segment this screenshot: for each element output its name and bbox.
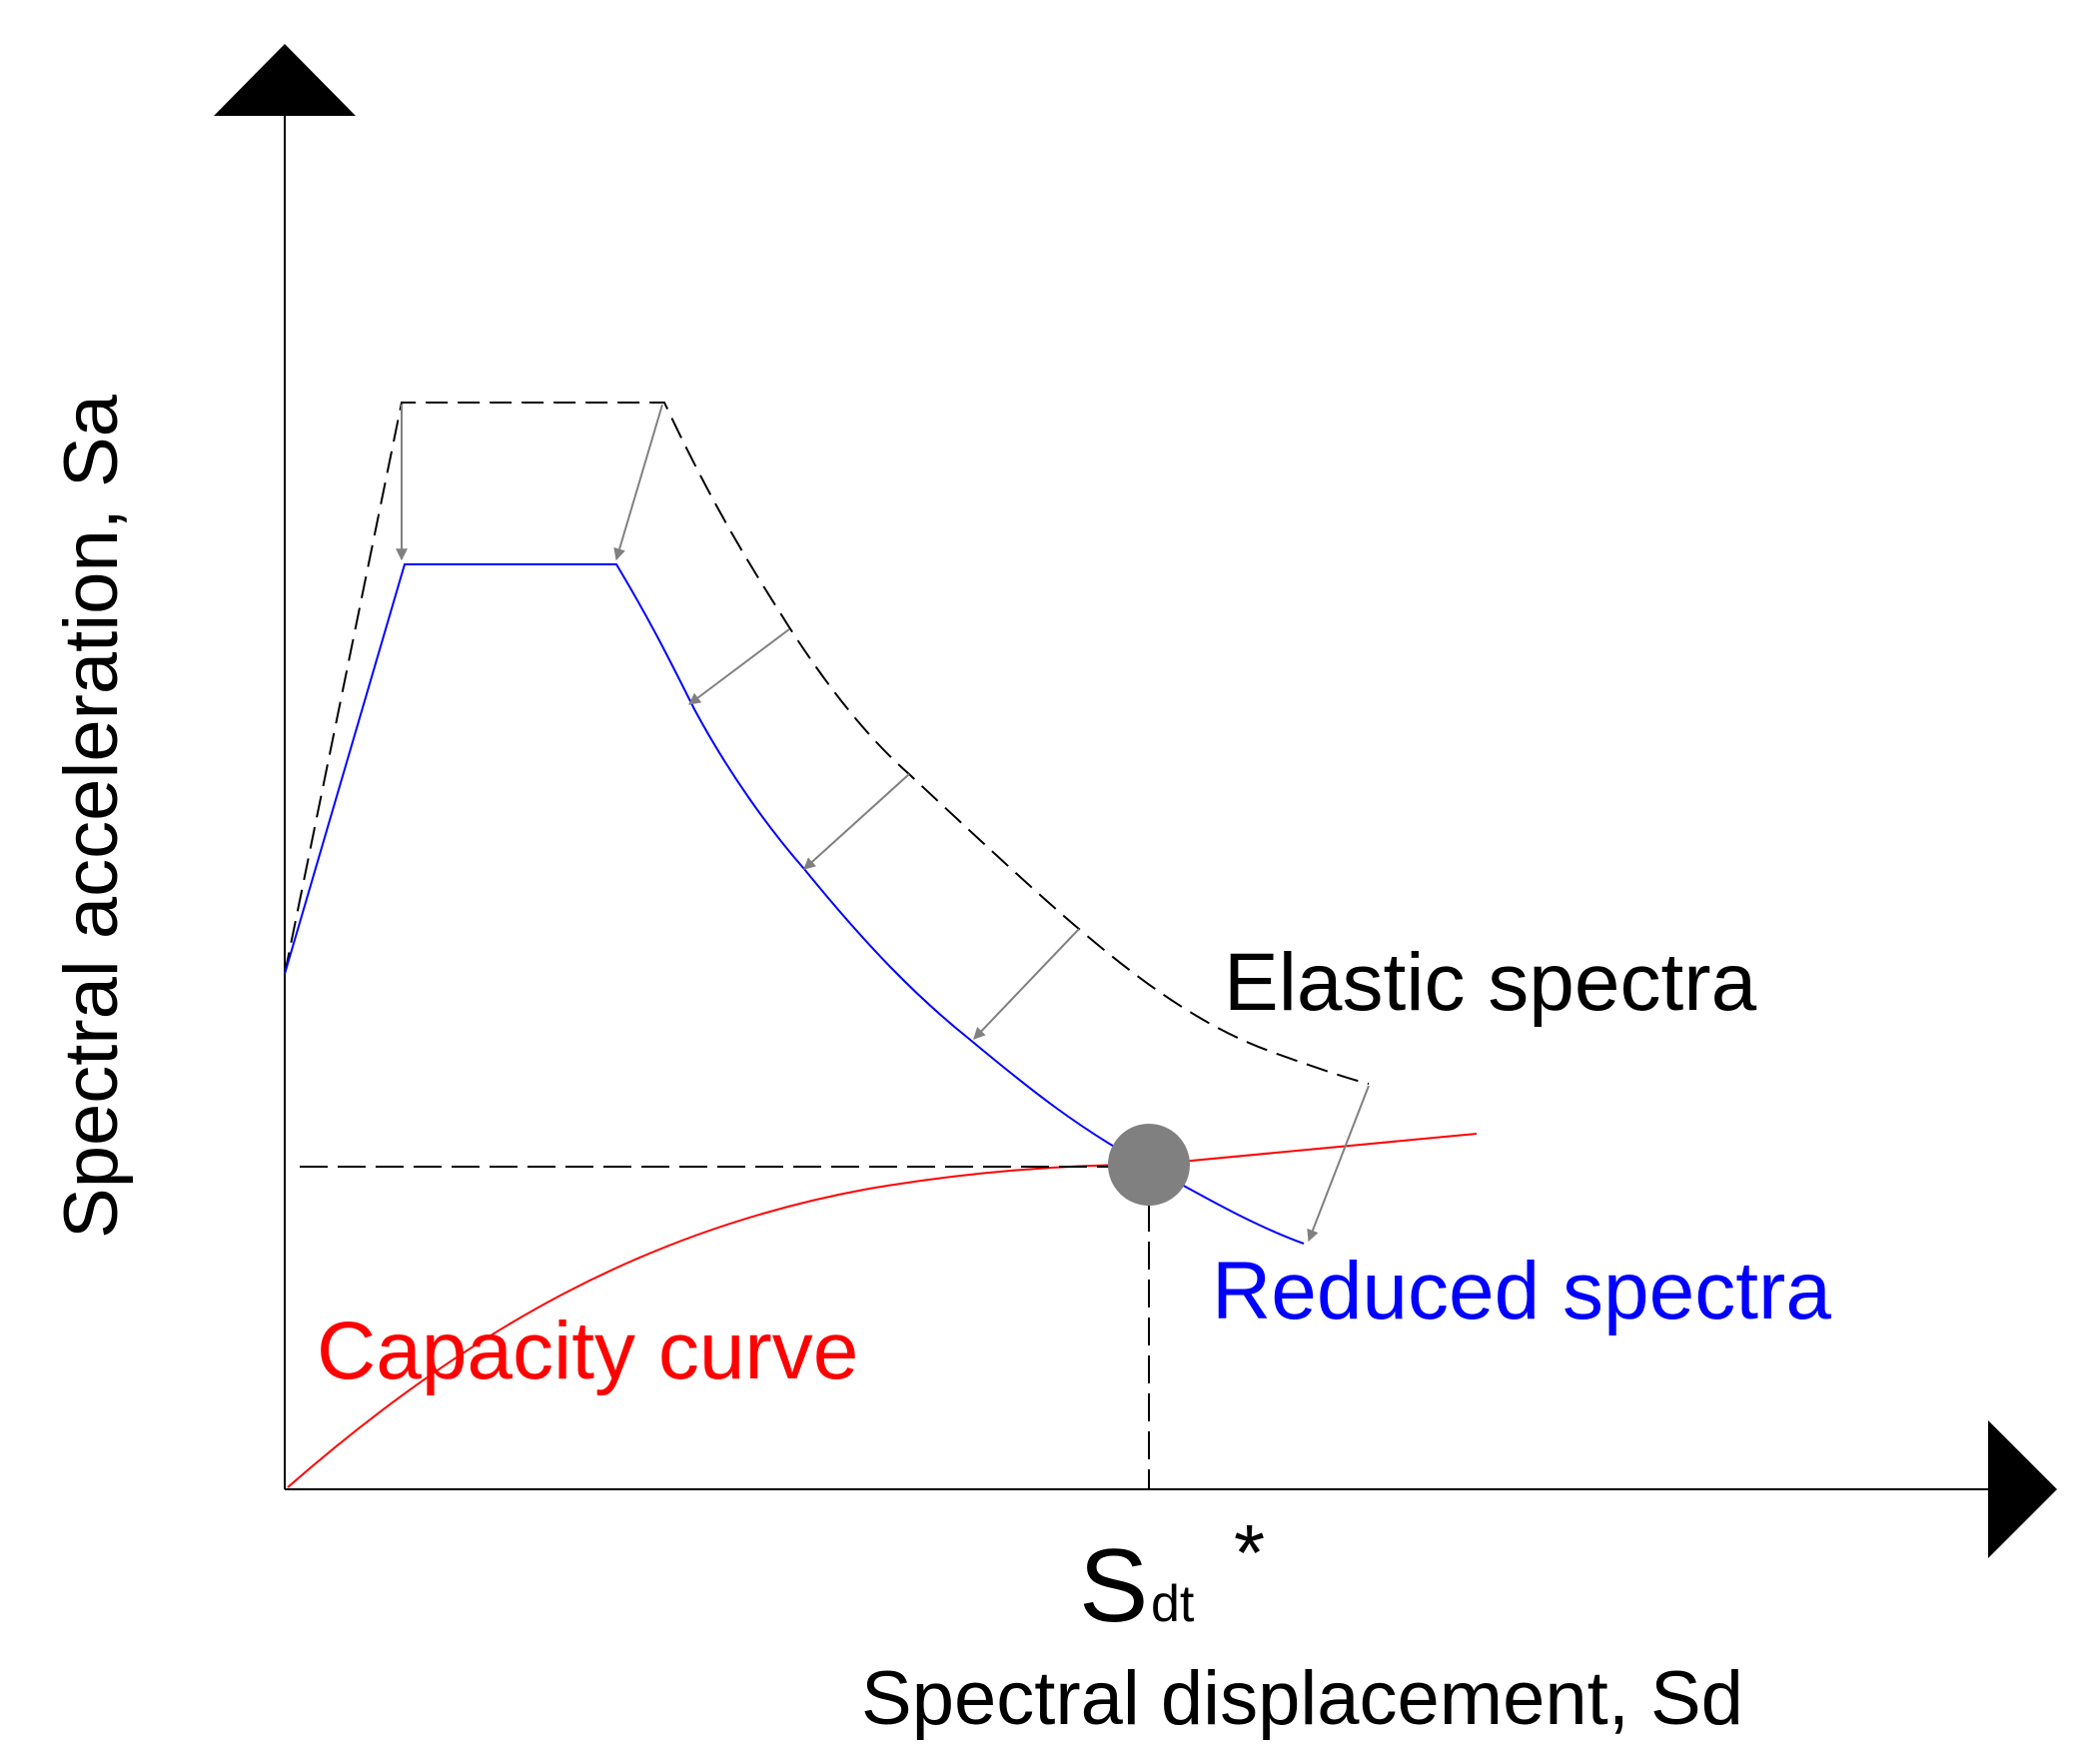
performance-point [1108,1124,1190,1206]
x-axis-label: Spectral displacement, Sd [861,1656,1743,1741]
reduction-arrow-5 [973,928,1080,1040]
y-axis-arrowhead [214,44,356,116]
target-displacement-symbol: S [1079,1528,1148,1644]
reduced-spectra-label: Reduced spectra [1212,1246,1831,1336]
reduction-arrows [396,404,1370,1243]
reduction-arrow-3 [688,628,790,705]
elastic-spectra-label: Elastic spectra [1224,937,1757,1028]
reduction-arrow-4 [803,773,910,870]
reduction-arrow-6 [1307,1085,1370,1243]
y-axis-label: Spectral acceleration, Sa [49,394,134,1239]
reduction-arrow-2 [613,404,663,561]
axes [214,44,2057,1558]
elastic-spectra-curve [284,402,1370,1085]
target-displacement-subscript: dt [1151,1575,1195,1633]
target-displacement-label: S dt * [1079,1508,1265,1644]
capacity-curve-label: Capacity curve [317,1306,858,1396]
target-displacement-star: * [1234,1508,1265,1597]
x-axis-arrowhead [1988,1420,2057,1558]
